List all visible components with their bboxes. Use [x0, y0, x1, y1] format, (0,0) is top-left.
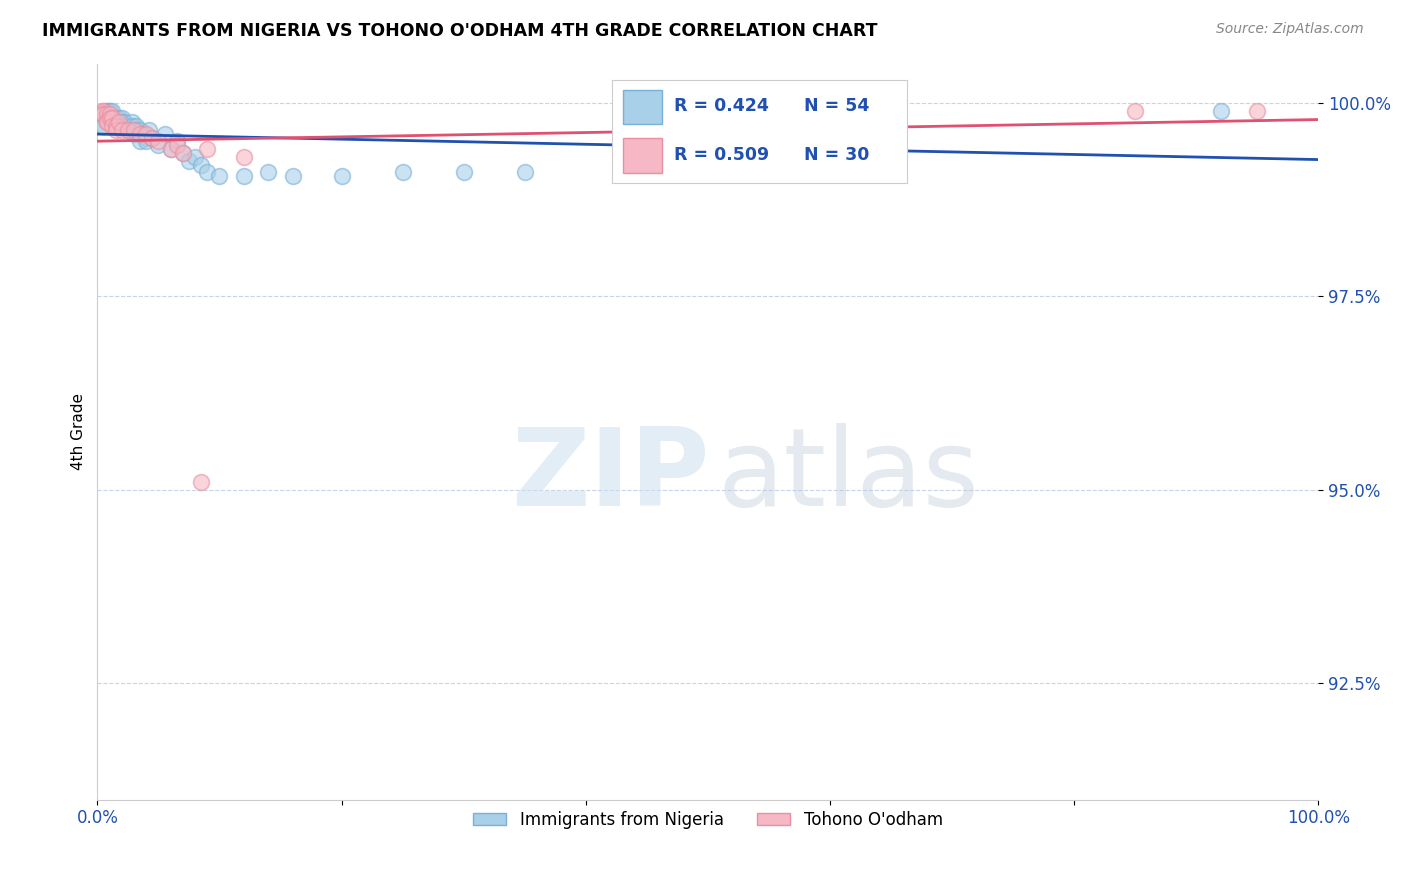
Point: [141, 130, 163, 145]
FancyBboxPatch shape: [623, 89, 662, 124]
Text: N = 54: N = 54: [804, 97, 869, 115]
Point: [125, 119, 148, 133]
Point: [101, 112, 124, 126]
Point: [159, 142, 181, 156]
Point: [135, 135, 157, 149]
Point: [104, 112, 127, 126]
Point: [117, 123, 139, 137]
Point: [513, 165, 536, 179]
Y-axis label: 4th Grade: 4th Grade: [72, 393, 86, 470]
Point: [101, 112, 124, 126]
Point: [132, 127, 155, 141]
Text: R = 0.424: R = 0.424: [673, 97, 769, 115]
Point: [172, 146, 194, 161]
Point: [195, 142, 218, 156]
Point: [159, 142, 181, 156]
Point: [135, 130, 157, 145]
Point: [111, 112, 134, 126]
Point: [122, 127, 145, 141]
Point: [112, 115, 135, 129]
Point: [96, 115, 118, 129]
Point: [93, 107, 115, 121]
Point: [172, 146, 194, 161]
Point: [1123, 103, 1146, 118]
Point: [696, 103, 718, 118]
Point: [453, 165, 475, 179]
Point: [125, 123, 148, 137]
Point: [696, 103, 718, 118]
Point: [96, 107, 118, 121]
Point: [96, 115, 118, 129]
Point: [190, 158, 212, 172]
Point: [138, 123, 160, 137]
Point: [98, 112, 121, 126]
Text: R = 0.509: R = 0.509: [673, 145, 769, 163]
Point: [93, 119, 115, 133]
Point: [135, 127, 157, 141]
Point: [93, 119, 115, 133]
Text: atlas: atlas: [717, 423, 979, 529]
Point: [195, 165, 218, 179]
Point: [96, 103, 118, 118]
Text: ZIP: ZIP: [510, 423, 710, 529]
Point: [93, 103, 115, 118]
Point: [111, 123, 134, 137]
Point: [148, 138, 170, 153]
Point: [93, 112, 115, 126]
Point: [208, 169, 231, 184]
Point: [166, 135, 188, 149]
Point: [101, 103, 124, 118]
Point: [104, 123, 127, 137]
Text: N = 30: N = 30: [804, 145, 869, 163]
Point: [101, 112, 124, 126]
Point: [141, 130, 163, 145]
Point: [166, 138, 188, 153]
Point: [96, 103, 118, 118]
Point: [101, 119, 124, 133]
Point: [104, 119, 127, 133]
Point: [98, 112, 121, 126]
Text: Source: ZipAtlas.com: Source: ZipAtlas.com: [1216, 22, 1364, 37]
Text: IMMIGRANTS FROM NIGERIA VS TOHONO O'ODHAM 4TH GRADE CORRELATION CHART: IMMIGRANTS FROM NIGERIA VS TOHONO O'ODHA…: [42, 22, 877, 40]
Point: [1209, 103, 1232, 118]
Point: [117, 119, 139, 133]
Point: [177, 153, 200, 168]
Point: [93, 103, 115, 118]
Point: [129, 127, 152, 141]
Point: [96, 112, 118, 126]
Point: [153, 127, 176, 141]
Point: [148, 135, 170, 149]
Point: [104, 119, 127, 133]
Point: [391, 165, 413, 179]
Point: [232, 169, 254, 184]
Point: [122, 123, 145, 137]
Point: [232, 150, 254, 164]
Point: [98, 103, 121, 118]
Point: [111, 119, 134, 133]
Point: [111, 115, 134, 129]
Point: [122, 123, 145, 137]
FancyBboxPatch shape: [623, 137, 662, 173]
Point: [129, 135, 152, 149]
Legend: Immigrants from Nigeria, Tohono O'odham: Immigrants from Nigeria, Tohono O'odham: [467, 804, 949, 835]
Point: [190, 475, 212, 489]
Point: [281, 169, 304, 184]
Point: [257, 165, 280, 179]
Point: [112, 119, 135, 133]
Point: [330, 169, 353, 184]
Point: [108, 115, 131, 129]
Point: [184, 150, 207, 164]
Point: [108, 115, 131, 129]
Point: [121, 119, 143, 133]
Point: [98, 107, 121, 121]
Point: [108, 112, 131, 126]
Point: [93, 107, 115, 121]
Point: [1246, 103, 1268, 118]
Point: [129, 123, 152, 137]
Point: [117, 123, 139, 137]
Point: [121, 115, 143, 129]
